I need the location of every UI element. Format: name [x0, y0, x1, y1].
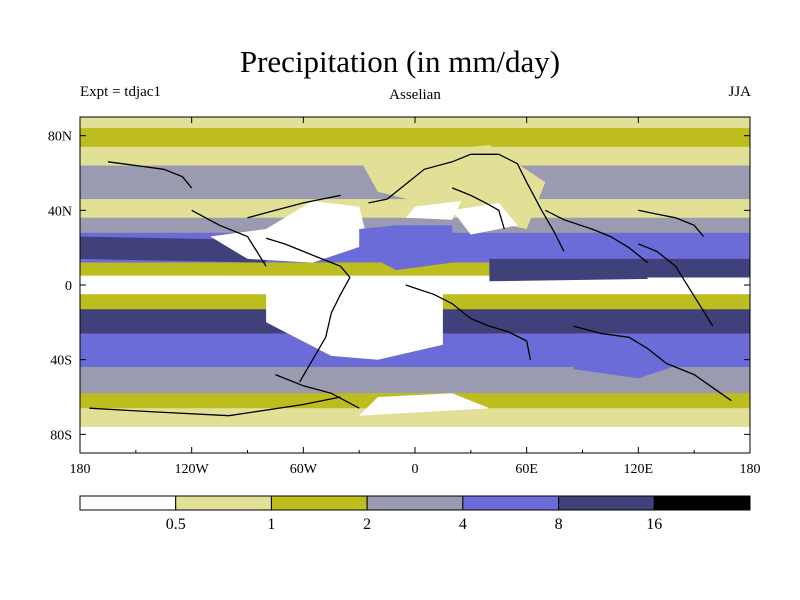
- colorbar-label: 1: [267, 516, 275, 533]
- season-label: JJA: [728, 84, 751, 100]
- colorbar-label: 8: [555, 516, 563, 533]
- y-tick-label: 40N: [48, 204, 72, 219]
- y-tick-label: 80S: [50, 428, 72, 443]
- precip-zonal-band: [80, 128, 750, 147]
- y-tick-label: 0: [65, 279, 72, 294]
- x-tick-label: 120W: [175, 462, 210, 477]
- chart-title: Precipitation (in mm/day): [239, 44, 561, 79]
- coastline: [107, 161, 193, 189]
- colorbar-swatch: [79, 495, 177, 511]
- coastline: [405, 284, 532, 360]
- precip-region: [359, 225, 453, 271]
- precip-region: [266, 281, 443, 360]
- coastline: [247, 194, 341, 219]
- colorbar-label: 0.5: [166, 516, 186, 533]
- coastline: [368, 153, 565, 252]
- contour-fill-group: [80, 117, 750, 453]
- coastline: [638, 243, 714, 327]
- precip-zonal-band: [80, 275, 750, 295]
- precip-region: [647, 277, 750, 293]
- experiment-label: Expt = tdjac1: [80, 84, 161, 100]
- precip-region: [573, 337, 695, 379]
- coastline: [451, 187, 505, 230]
- colorbar-swatch: [366, 495, 464, 511]
- colorbar-swatch: [558, 495, 655, 511]
- coastline: [275, 373, 360, 409]
- precip-region: [80, 236, 267, 263]
- x-tick-label: 120E: [624, 462, 654, 477]
- x-tick-label: 180: [740, 462, 761, 477]
- colorbar-label: 2: [363, 516, 371, 533]
- x-tick-label: 60E: [515, 462, 538, 477]
- precip-region: [210, 201, 369, 263]
- precip-region: [405, 201, 462, 220]
- colorbar-label: 16: [646, 516, 662, 533]
- coastline: [638, 209, 705, 237]
- x-tick-label: 0: [412, 462, 419, 477]
- colorbar-swatch: [270, 495, 368, 511]
- precip-region: [452, 202, 518, 235]
- precipitation-map: 180 120W 60W 0 60E 120E 180 80N 40N 0 40S 80S: [48, 116, 761, 477]
- period-label: Asselian: [389, 87, 441, 103]
- coastline: [573, 325, 732, 402]
- coastline: [545, 209, 649, 264]
- colorbar-swatch: [653, 495, 751, 511]
- coastline: [89, 396, 341, 417]
- precip-region: [489, 258, 750, 282]
- x-tick-label: 60W: [290, 462, 318, 477]
- coastline: [265, 237, 351, 383]
- y-tick-label: 80N: [48, 130, 72, 145]
- coastline: [191, 209, 267, 267]
- precip-zonal-band: [80, 217, 750, 233]
- colorbar-swatch: [175, 495, 272, 511]
- x-tick-label: 180: [70, 462, 91, 477]
- y-tick-label: 40S: [50, 354, 72, 369]
- precip-region: [359, 393, 490, 416]
- colorbar-label: 4: [459, 516, 467, 533]
- colorbar-swatch: [462, 495, 560, 511]
